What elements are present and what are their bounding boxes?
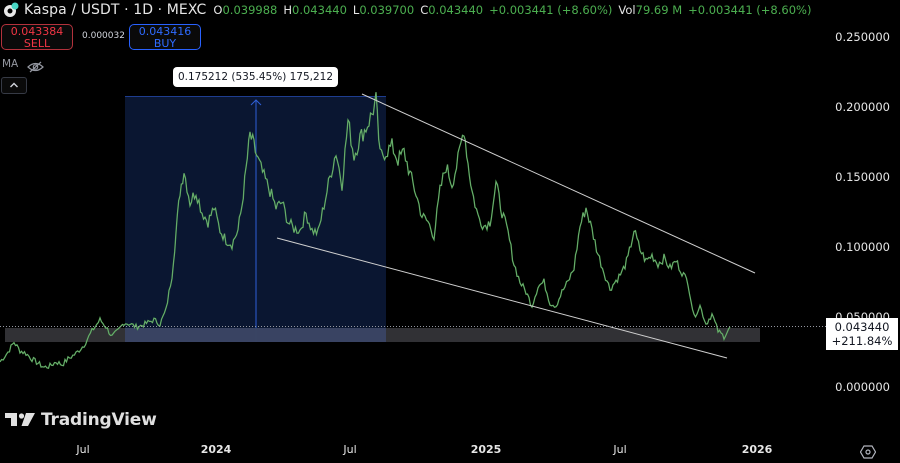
tradingview-logo-icon xyxy=(5,413,35,426)
tradingview-wordmark: TradingView xyxy=(41,410,157,430)
last-price-change: +211.84% xyxy=(831,334,893,348)
upper-trendline xyxy=(361,93,756,274)
ohlc-item: +0.003441 (+8.60%) xyxy=(688,3,812,17)
lower-trendline xyxy=(276,237,728,359)
chart-header: Kaspa / USDT · 1D · MEXC O0.039988 H0.043… xyxy=(0,0,811,20)
x-axis-tick: 2024 xyxy=(200,443,232,456)
sell-price: 0.043384 xyxy=(10,25,64,38)
symbol-title[interactable]: Kaspa / USDT · 1D · MEXC xyxy=(24,2,207,18)
x-axis-tick: Jul xyxy=(613,443,627,456)
collapse-legend-button[interactable] xyxy=(1,77,27,94)
x-axis-tick: 2026 xyxy=(741,443,773,456)
y-axis-tick: 0.250000 xyxy=(835,30,890,44)
spread-value: 0.000032 xyxy=(82,31,125,41)
ohlc-item: +0.003441 (+8.60%) xyxy=(489,3,613,17)
ohlc-item: O0.039988 xyxy=(213,3,278,17)
ohlc-item: C0.043440 xyxy=(420,3,484,17)
ohlc-item: L0.039700 xyxy=(352,3,415,17)
chevron-up-icon xyxy=(10,82,18,88)
last-price-tag: 0.043440 +211.84% xyxy=(826,318,898,350)
buy-label: BUY xyxy=(153,37,177,50)
y-axis-tick: 0.200000 xyxy=(835,100,890,114)
y-axis-tick: 0.100000 xyxy=(835,240,890,254)
buy-button[interactable]: 0.043416 BUY xyxy=(129,24,201,50)
kaspa-logo-icon xyxy=(3,2,19,18)
tradingview-logo[interactable]: TradingView xyxy=(5,410,157,430)
eye-hidden-icon[interactable] xyxy=(27,58,44,73)
ma-indicator-label[interactable]: MA xyxy=(2,58,19,70)
x-axis-tick: Jul xyxy=(343,443,357,456)
ohlc-item: Vol79.69 M xyxy=(618,3,683,17)
y-axis-tick: 0.000000 xyxy=(835,380,890,394)
x-axis-tick: Jul xyxy=(76,443,90,456)
x-axis-tick: 2025 xyxy=(470,443,502,456)
settings-icon[interactable] xyxy=(859,444,877,459)
measure-label: 0.175212 (535.45%) 175,212 xyxy=(173,67,338,87)
buy-price: 0.043416 xyxy=(138,25,192,38)
last-price: 0.043440 xyxy=(834,320,890,334)
sell-label: SELL xyxy=(23,37,51,50)
sell-button[interactable]: 0.043384 SELL xyxy=(1,24,73,50)
ohlc-item: H0.043440 xyxy=(283,3,347,17)
y-axis-tick: 0.150000 xyxy=(835,170,890,184)
ohlc-values: O0.039988 H0.043440 L0.039700 C0.043440 +0.0… xyxy=(213,3,811,17)
